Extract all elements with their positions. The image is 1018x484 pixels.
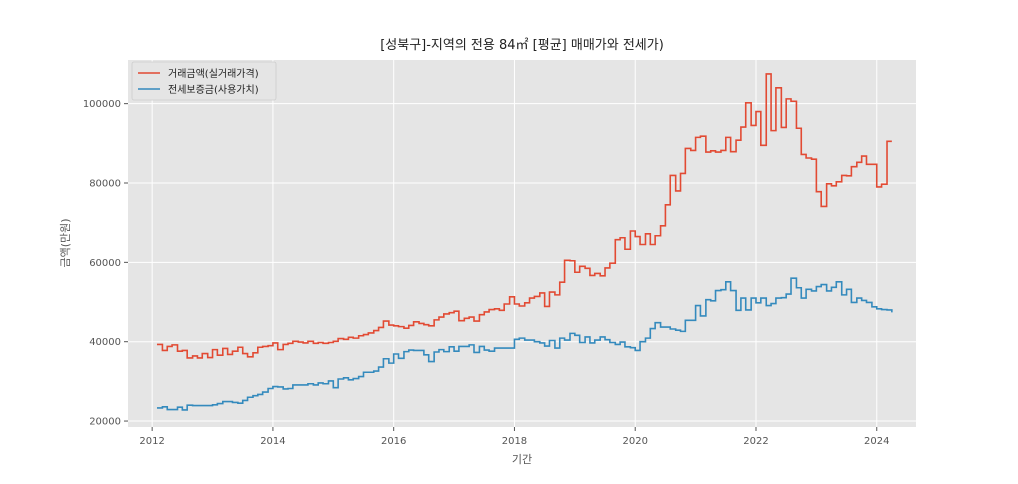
plot-background	[128, 60, 916, 427]
y-tick-label: 20000	[89, 417, 121, 428]
y-tick-label: 40000	[89, 337, 121, 348]
x-tick-label: 2020	[622, 436, 647, 447]
series-layer	[156, 73, 893, 411]
x-tick-label: 2012	[139, 436, 164, 447]
x-tick-label: 2016	[381, 436, 406, 447]
y-tick-label: 80000	[89, 178, 121, 189]
legend-label-jeonse: 전세보증금(사용가치)	[168, 84, 259, 96]
x-tick-label: 2014	[260, 436, 285, 447]
legend-box	[131, 61, 277, 101]
legend-label-sales: 거래금액(실거래가격)	[168, 67, 259, 80]
x-tick-label: 2022	[743, 436, 768, 447]
legend: 거래금액(실거래가격) 전세보증금(사용가치)	[131, 61, 277, 101]
y-axis-ticks: 20000 40000 60000 80000 100000	[83, 99, 128, 428]
y-tick-label: 100000	[83, 99, 121, 110]
series-line-jeonse-deposit	[156, 277, 893, 411]
x-axis-label: 기간	[512, 453, 532, 466]
x-tick-label: 2018	[502, 436, 527, 447]
y-axis-label: 금액(만원)	[59, 218, 72, 267]
series-line-sales-price	[156, 73, 892, 359]
chart-title: [성북구]-지역의 전용 84㎡ [평균] 매매가와 전세가)	[380, 38, 664, 53]
y-tick-label: 60000	[89, 258, 121, 269]
x-axis-ticks: 2012 2014 2016 2018 2020 2022 2024	[139, 427, 889, 447]
x-tick-label: 2024	[864, 436, 889, 447]
